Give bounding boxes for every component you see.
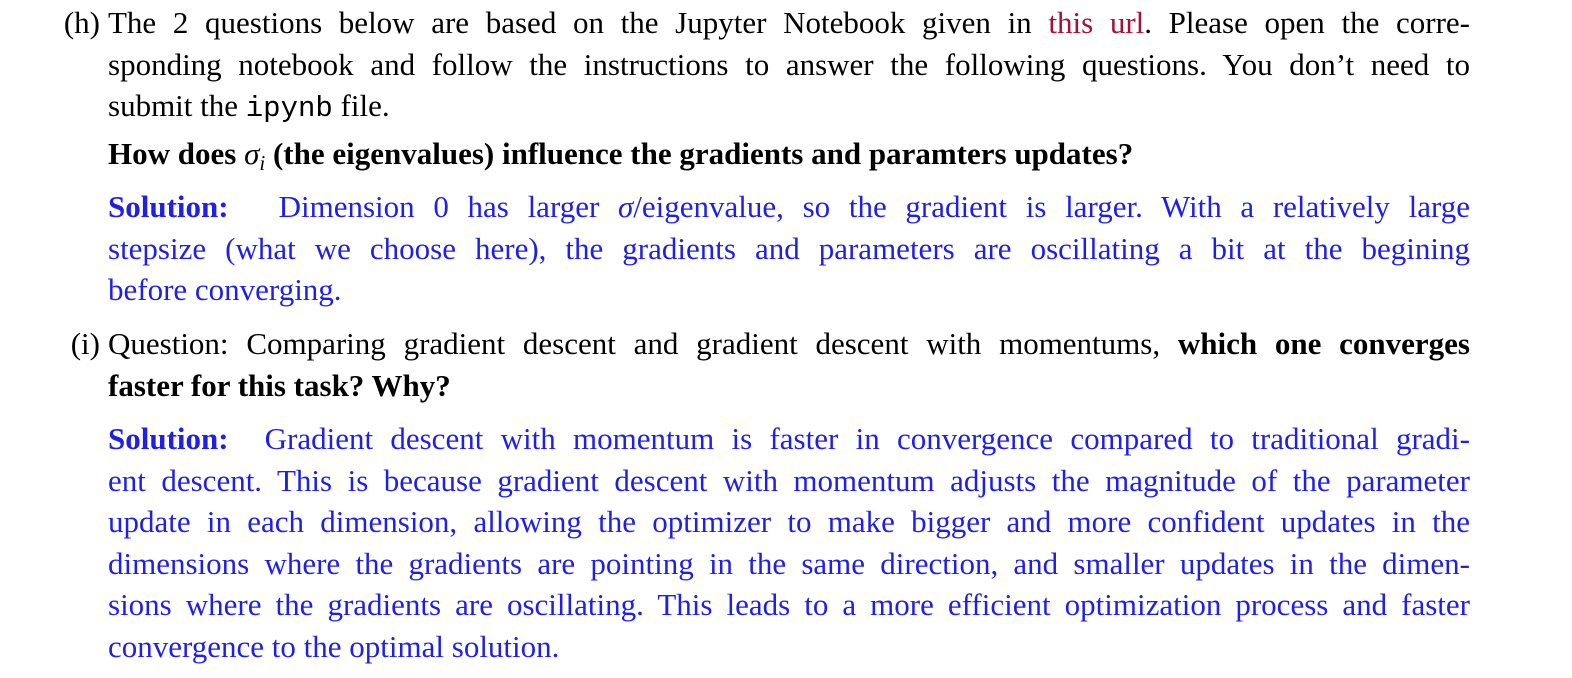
question-h-line-2: sponding notebook and follow the instruc…	[108, 46, 1470, 82]
solution-i-line-3: update in each dimension, allowing the o…	[108, 504, 1470, 539]
solution-label: Solution:	[108, 421, 229, 456]
solution-i-line-4: dimensions where the gradients are point…	[108, 545, 1470, 581]
solution-label: Solution:	[108, 189, 229, 224]
notebook-link[interactable]: this url	[1048, 5, 1145, 40]
solution-i-line-5: sions where the gradients are oscillatin…	[108, 587, 1470, 622]
item-marker-i: (i)	[70, 326, 100, 361]
question-h-line-1: The 2 questions below are based on the J…	[108, 5, 1470, 40]
solution-i-line-6: convergence to the optimal solution.	[108, 628, 560, 664]
question-i-line-2: faster for this task? Why?	[108, 367, 451, 403]
solution-h-line-3: before converging.	[108, 272, 342, 307]
solution-h-line-1: Solution: Dimension 0 has larger σ/eigenv…	[108, 189, 1470, 224]
solution-h-line-2: stepsize (what we choose here), the grad…	[108, 230, 1470, 266]
item-marker-h: (h)	[63, 5, 100, 40]
solution-i: Solution: Gradient descent with momentum …	[108, 418, 1470, 667]
solution-i-line-1: Solution: Gradient descent with momentum …	[108, 421, 1470, 456]
solution-i-line-2: ent descent. This is because gradient de…	[108, 462, 1470, 498]
question-i-line-1: Question: Comparing gradient descent and…	[108, 326, 1470, 361]
question-h-body: The 2 questions below are based on the J…	[108, 2, 1470, 311]
question-h-line-3: submit the ipynb file.	[108, 88, 390, 125]
question-i-body: Question: Comparing gradient descent and…	[108, 323, 1470, 667]
ipynb-code: ipynb	[245, 92, 333, 125]
question-h-prompt: How does σi (the eigenvalues) influence …	[108, 135, 1134, 175]
solution-h: Solution: Dimension 0 has larger σ/eigenv…	[108, 186, 1470, 311]
